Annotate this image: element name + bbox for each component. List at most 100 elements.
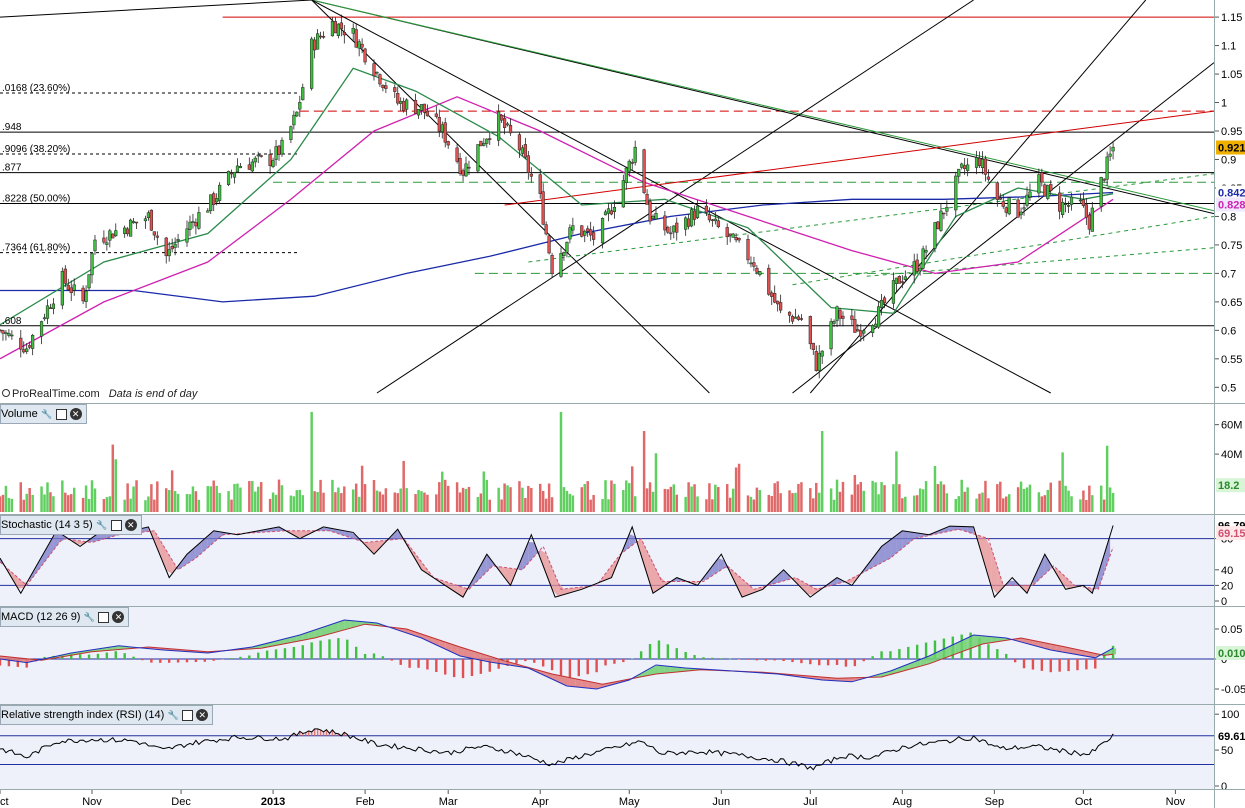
time-axis-tick-label: Jun <box>712 796 730 808</box>
close-icon[interactable]: ✕ <box>69 408 82 420</box>
volume-bar <box>693 484 696 512</box>
wrench-icon[interactable]: 🔧 <box>167 709 179 720</box>
candle-body <box>209 194 213 211</box>
macd-histogram-bar <box>43 656 46 659</box>
volume-bar <box>212 480 215 512</box>
candle-body <box>731 233 735 238</box>
candle-body <box>900 281 904 283</box>
macd-line <box>0 619 1114 690</box>
macd-panel[interactable]: MACD (12 26 9) 🔧 ✕ <box>0 606 1214 705</box>
volume-bar <box>381 494 385 512</box>
candle-body <box>704 205 709 213</box>
volume-bar <box>506 485 509 512</box>
volume-bar <box>4 485 8 512</box>
candle-body <box>874 323 878 327</box>
candle-body <box>523 144 527 158</box>
stochastic-fill <box>296 530 303 538</box>
candle-body <box>1019 211 1023 216</box>
candle-body <box>838 309 842 319</box>
close-icon[interactable]: ✕ <box>196 709 209 721</box>
candle-body <box>621 180 625 208</box>
macd-histogram-bar <box>1102 653 1106 659</box>
volume-bar <box>628 483 631 512</box>
macd-histogram-bar <box>889 651 892 659</box>
volume-bar <box>1040 496 1044 512</box>
macd-fill <box>575 678 582 688</box>
close-icon[interactable]: ✕ <box>124 519 137 531</box>
wrench-icon[interactable]: 🔧 <box>41 408 53 419</box>
macd-histogram-bar <box>666 644 670 659</box>
wrench-icon[interactable]: 🔧 <box>96 519 108 530</box>
candle-body <box>482 143 486 146</box>
stochastic-fill <box>831 577 838 586</box>
volume-bar <box>497 487 500 512</box>
candle-body <box>313 39 317 51</box>
macd-histogram-bar <box>363 653 367 659</box>
macd-histogram-bar <box>871 656 874 659</box>
close-icon[interactable]: ✕ <box>112 611 125 623</box>
macd-fill <box>332 622 339 634</box>
candle-body <box>461 170 465 176</box>
candle-body <box>871 325 875 333</box>
macd-histogram-bar <box>417 659 420 668</box>
volume-chart <box>0 411 1115 512</box>
macd-fill <box>949 643 956 657</box>
stochastic-d-value-tag: 69.15 <box>1218 528 1245 540</box>
volume-bar <box>651 491 655 512</box>
candle-body <box>571 225 575 231</box>
stochastic-panel[interactable]: Stochastic (14 3 5) 🔧 ✕ <box>0 514 1214 607</box>
macd-histogram-bar <box>283 648 287 659</box>
macd-fill <box>664 665 671 674</box>
trend-line <box>809 0 1147 394</box>
trend-line <box>792 215 1215 286</box>
price-chart[interactable]: .0168 (23.60%) .948 .9096 (38.20%) .877 .822… <box>0 0 1215 403</box>
macd-histogram-bar <box>764 659 767 661</box>
volume-bar <box>984 480 987 512</box>
macd-histogram-bar <box>933 640 937 659</box>
trend-line <box>792 62 1215 394</box>
volume-bar <box>316 492 319 512</box>
macd-histogram-bar <box>996 649 999 659</box>
window-icon[interactable] <box>110 519 122 531</box>
fib-level-label: .8228 (50.00%) <box>2 193 70 204</box>
time-axis-tick-label: Sep <box>985 796 1005 808</box>
window-icon[interactable] <box>182 709 194 721</box>
candle-body <box>19 337 23 350</box>
volume-bar <box>853 475 857 512</box>
volume-bar <box>809 488 812 512</box>
macd-fill <box>985 636 992 644</box>
volume-bar <box>331 479 334 512</box>
stochastic-fill <box>848 576 855 584</box>
volume-bar <box>230 499 233 512</box>
price-panel[interactable]: .0168 (23.60%) .948 .9096 (38.20%) .877 .822… <box>0 0 1215 403</box>
volume-bar <box>93 488 97 512</box>
wrench-icon[interactable]: 🔧 <box>83 611 96 622</box>
volume-bar <box>541 490 545 512</box>
volume-bar <box>981 492 984 512</box>
volume-bar <box>64 492 67 512</box>
window-icon[interactable] <box>98 611 110 623</box>
candle-body <box>232 172 237 178</box>
candle-body <box>271 160 275 167</box>
candle-body <box>1066 205 1071 207</box>
macd-histogram-bar <box>907 646 910 659</box>
window-icon[interactable] <box>55 408 67 420</box>
volume-bar <box>357 496 361 512</box>
volume-bar <box>0 496 2 512</box>
candle-body <box>22 349 26 353</box>
candle-body <box>612 207 617 212</box>
macd-histogram-bar <box>399 659 402 665</box>
volume-bar <box>580 487 584 512</box>
candle-body <box>256 154 260 157</box>
fib-level-label: .877 <box>2 163 22 174</box>
macd-fill <box>842 677 849 682</box>
macd-histogram-bar <box>132 656 135 659</box>
volume-bar <box>114 459 117 512</box>
price-axis-tick-label: 0.9 <box>1221 154 1236 166</box>
rsi-panel[interactable]: Relative strength index (RSI) (14) 🔧 ✕ <box>0 704 1214 790</box>
macd-fill <box>943 646 950 659</box>
volume-panel[interactable]: Volume 🔧 ✕ <box>0 403 1214 515</box>
volume-bar <box>586 481 589 512</box>
candle-body <box>247 164 251 170</box>
